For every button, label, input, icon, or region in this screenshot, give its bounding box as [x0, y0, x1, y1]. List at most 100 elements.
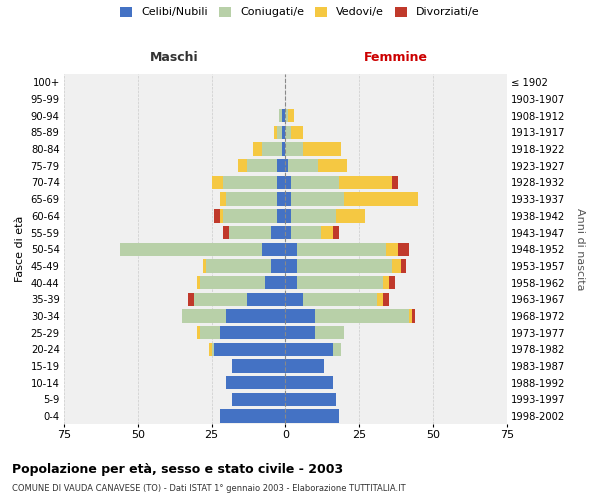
Bar [226, 192, 277, 206]
Bar [120, 242, 262, 256]
Bar [286, 226, 291, 239]
Bar [200, 326, 220, 340]
Bar [223, 176, 277, 189]
Bar [318, 159, 347, 172]
Bar [303, 292, 377, 306]
Bar [274, 126, 277, 139]
Bar [291, 226, 321, 239]
Bar [238, 159, 247, 172]
Bar [286, 109, 289, 122]
Bar [277, 176, 286, 189]
Bar [289, 159, 318, 172]
Bar [226, 376, 286, 390]
Bar [291, 126, 303, 139]
Bar [297, 242, 386, 256]
Bar [277, 159, 286, 172]
Bar [332, 342, 341, 356]
Bar [286, 310, 315, 322]
Bar [286, 159, 289, 172]
Bar [332, 226, 338, 239]
Bar [398, 242, 409, 256]
Bar [232, 392, 286, 406]
Bar [286, 342, 332, 356]
Bar [232, 360, 286, 372]
Bar [297, 259, 392, 272]
Y-axis label: Anni di nascita: Anni di nascita [575, 208, 585, 290]
Bar [247, 292, 286, 306]
Bar [280, 109, 283, 122]
Text: COMUNE DI VAUDA CANAVESE (TO) - Dati ISTAT 1° gennaio 2003 - Elaborazione TUTTIT: COMUNE DI VAUDA CANAVESE (TO) - Dati IST… [12, 484, 406, 493]
Bar [203, 259, 206, 272]
Bar [291, 209, 335, 222]
Bar [409, 310, 412, 322]
Bar [188, 292, 194, 306]
Bar [220, 410, 286, 423]
Bar [197, 326, 200, 340]
Bar [289, 109, 294, 122]
Bar [297, 276, 383, 289]
Bar [262, 242, 286, 256]
Bar [286, 292, 303, 306]
Bar [265, 276, 286, 289]
Bar [283, 126, 286, 139]
Bar [286, 276, 297, 289]
Bar [286, 209, 291, 222]
Legend: Celibi/Nubili, Coniugati/e, Vedovi/e, Divorziati/e: Celibi/Nubili, Coniugati/e, Vedovi/e, Di… [116, 2, 484, 22]
Bar [247, 159, 277, 172]
Bar [377, 292, 383, 306]
Bar [315, 310, 409, 322]
Bar [286, 326, 315, 340]
Bar [286, 259, 297, 272]
Bar [383, 292, 389, 306]
Bar [220, 192, 226, 206]
Bar [206, 259, 271, 272]
Bar [412, 310, 415, 322]
Bar [286, 376, 332, 390]
Bar [286, 242, 297, 256]
Bar [271, 259, 286, 272]
Bar [220, 209, 223, 222]
Bar [182, 310, 226, 322]
Bar [386, 242, 398, 256]
Bar [223, 209, 277, 222]
Bar [286, 410, 338, 423]
Bar [286, 142, 303, 156]
Bar [283, 109, 286, 122]
Bar [286, 360, 324, 372]
Bar [262, 142, 283, 156]
Bar [401, 259, 406, 272]
Bar [253, 142, 262, 156]
Bar [286, 126, 291, 139]
Text: Maschi: Maschi [150, 51, 199, 64]
Bar [291, 192, 344, 206]
Bar [335, 209, 365, 222]
Bar [315, 326, 344, 340]
Bar [344, 192, 418, 206]
Bar [286, 392, 335, 406]
Bar [229, 226, 271, 239]
Bar [277, 126, 283, 139]
Bar [283, 142, 286, 156]
Bar [389, 276, 395, 289]
Bar [209, 342, 212, 356]
Bar [212, 176, 223, 189]
Bar [392, 259, 401, 272]
Bar [212, 342, 214, 356]
Bar [286, 176, 291, 189]
Bar [223, 226, 229, 239]
Bar [303, 142, 341, 156]
Bar [277, 192, 286, 206]
Bar [197, 276, 200, 289]
Bar [226, 310, 286, 322]
Bar [392, 176, 398, 189]
Bar [220, 326, 286, 340]
Bar [383, 276, 389, 289]
Bar [214, 209, 220, 222]
Bar [194, 292, 247, 306]
Bar [271, 226, 286, 239]
Bar [277, 209, 286, 222]
Bar [214, 342, 286, 356]
Text: Popolazione per età, sesso e stato civile - 2003: Popolazione per età, sesso e stato civil… [12, 462, 343, 475]
Bar [291, 176, 338, 189]
Y-axis label: Fasce di età: Fasce di età [15, 216, 25, 282]
